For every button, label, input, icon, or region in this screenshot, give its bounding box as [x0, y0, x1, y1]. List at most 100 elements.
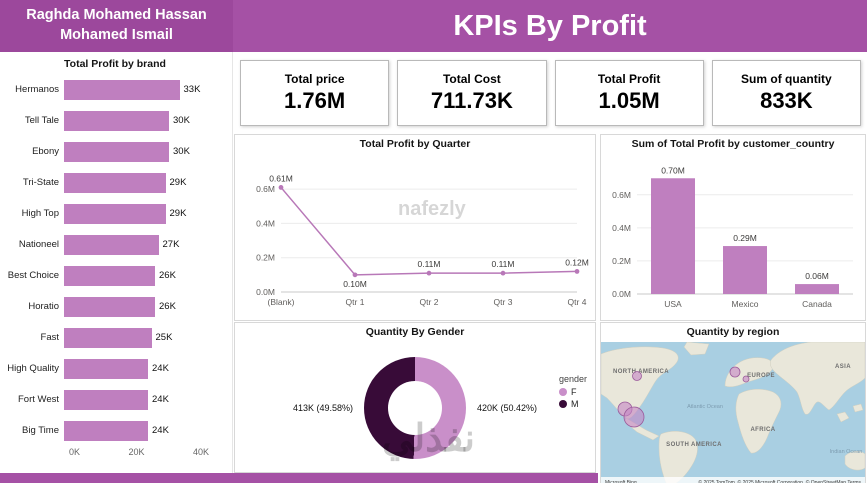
map-bubble[interactable] — [729, 366, 741, 378]
map-bubble[interactable] — [632, 371, 642, 381]
brand-bar[interactable] — [64, 141, 169, 162]
brand-bar-value: 24K — [152, 425, 169, 436]
svg-text:0.06M: 0.06M — [805, 271, 829, 281]
kpi-card[interactable]: Total price 1.76M — [240, 60, 390, 126]
brand-bar[interactable] — [64, 420, 148, 441]
page-title: KPIs By Profit — [453, 9, 647, 42]
svg-text:Canada: Canada — [802, 299, 832, 309]
brand-bar-row[interactable]: Hermanos 33K — [2, 74, 228, 105]
svg-text:(Blank): (Blank) — [268, 297, 295, 307]
country-chart-svg[interactable]: 0.6M 0.4M 0.2M 0.0M 0.70M USA 0.29M Mexico 0.06M… — [601, 154, 863, 320]
map-title: Quantity by region — [686, 326, 780, 338]
brand-bar-track: 25K — [64, 327, 204, 348]
brand-bar-row[interactable]: Big Time 24K — [2, 415, 228, 446]
gender-donut[interactable] — [364, 357, 466, 459]
brand-bar-row[interactable]: Best Choice 26K — [2, 260, 228, 291]
brand-bar-track: 26K — [64, 296, 204, 317]
brand-bar[interactable] — [64, 327, 152, 348]
brand-bar[interactable] — [64, 358, 148, 379]
kpi-card[interactable]: Total Cost 711.73K — [397, 60, 547, 126]
svg-text:0.4M: 0.4M — [612, 223, 631, 233]
brand-label: Ebony — [32, 146, 59, 157]
legend-item[interactable]: M — [558, 399, 587, 409]
svg-text:0.10M: 0.10M — [343, 279, 367, 289]
svg-text:0.6M: 0.6M — [256, 184, 275, 194]
kpi-value: 1.05M — [598, 88, 660, 113]
brand-chart-title: Total Profit by brand — [64, 58, 166, 70]
page-title-band: KPIs By Profit — [233, 0, 867, 52]
quantity-by-gender-panel: Quantity By Gender 413K (49.58%) 420K (5… — [234, 322, 596, 473]
map-label-south-america: SOUTH AMERICA — [666, 442, 722, 448]
brand-bar-track: 30K — [64, 110, 204, 131]
author-name-line2: Mohamed Ismail — [60, 27, 173, 43]
brand-label: Fort West — [18, 394, 59, 405]
donut-chart-title: Quantity By Gender — [365, 326, 465, 338]
brand-bar-value: 27K — [162, 239, 180, 250]
brand-bar[interactable] — [64, 234, 159, 255]
svg-text:0.0M: 0.0M — [256, 287, 275, 297]
svg-text:Mexico: Mexico — [732, 299, 759, 309]
brand-bar-value: 24K — [152, 363, 169, 374]
brand-bar-value: 26K — [159, 301, 176, 312]
brand-bar-value: 33K — [183, 84, 201, 95]
map-attribution-bar — [601, 477, 865, 483]
author-name-block: Raghda Mohamed Hassan Mohamed Ismail — [0, 0, 233, 52]
brand-bar[interactable] — [64, 265, 155, 286]
brand-bar[interactable] — [64, 389, 148, 410]
profit-by-quarter-panel: Total Profit by Quarter 0.6M 0.4M 0.2M 0.0M… — [234, 134, 596, 321]
brand-bar-track: 24K — [64, 358, 204, 379]
svg-text:0.2M: 0.2M — [256, 253, 275, 263]
svg-text:0.70M: 0.70M — [661, 165, 685, 175]
brand-axis-tick: 40K — [192, 447, 209, 457]
brand-bar-row[interactable]: Nationeel 27K — [2, 229, 228, 260]
author-name-line1: Raghda Mohamed Hassan — [26, 7, 207, 24]
legend-item[interactable]: F — [558, 387, 587, 397]
map-landmasses — [600, 341, 866, 483]
kpi-card[interactable]: Total Profit 1.05M — [554, 60, 704, 126]
line-chart-svg[interactable]: 0.6M 0.4M 0.2M 0.0M 0.61M 0.10M 0.11M 0.11M 0.12… — [235, 154, 595, 320]
brand-axis: 0K 20K 40K — [69, 447, 209, 457]
brand-bar-row[interactable]: Tri-State 29K — [2, 167, 228, 198]
svg-text:Qtr 1: Qtr 1 — [346, 297, 365, 307]
brand-bar-track: 27K — [64, 234, 204, 255]
brand-bar-row[interactable]: Ebony 30K — [2, 136, 228, 167]
brand-bar-track: 29K — [64, 203, 204, 224]
map-bubble[interactable] — [623, 406, 645, 428]
brand-bar-value: 29K — [169, 177, 187, 188]
brand-bar-row[interactable]: Fort West 24K — [2, 384, 228, 415]
brand-bar-row[interactable]: Horatio 26K — [2, 291, 228, 322]
svg-text:0.12M: 0.12M — [565, 257, 589, 267]
svg-text:0.0M: 0.0M — [612, 289, 631, 299]
brand-bar-row[interactable]: High Quality 24K — [2, 353, 228, 384]
map-label-asia: ASIA — [835, 364, 851, 370]
brand-bar[interactable] — [64, 296, 155, 317]
brand-bar[interactable] — [64, 110, 169, 131]
brand-bar-track: 24K — [64, 389, 204, 410]
map-bubble[interactable] — [742, 375, 750, 383]
brand-label: Tell Tale — [24, 115, 59, 126]
brand-bar[interactable] — [64, 203, 166, 224]
brand-label: Fast — [40, 332, 59, 343]
brand-bar-track: 26K — [64, 265, 204, 286]
svg-text:0.2M: 0.2M — [612, 256, 631, 266]
region-map[interactable]: NORTH AMERICA EUROPE ASIA SOUTH AMERICA … — [600, 341, 866, 483]
map-attribution[interactable]: © 2025 TomTom, © 2025 Microsoft Corporat… — [698, 479, 861, 483]
brand-bar[interactable] — [64, 79, 180, 100]
footer-accent-strip — [0, 473, 598, 483]
map-label-indian-ocean: Indian Ocean — [830, 449, 863, 455]
svg-text:Qtr 2: Qtr 2 — [420, 297, 439, 307]
brand-bar-row[interactable]: Fast 25K — [2, 322, 228, 353]
brand-bar[interactable] — [64, 172, 166, 193]
svg-text:0.11M: 0.11M — [492, 259, 515, 269]
brand-label: High Top — [21, 208, 59, 219]
kpi-card[interactable]: Sum of quantity 833K — [711, 60, 861, 126]
brand-bar-row[interactable]: High Top 29K — [2, 198, 228, 229]
bing-logo[interactable]: Microsoft Bing — [605, 480, 637, 483]
brand-bar-row[interactable]: Tell Tale 30K — [2, 105, 228, 136]
brand-label: Best Choice — [7, 270, 59, 281]
profit-by-country-panel: Sum of Total Profit by customer_country … — [600, 134, 866, 321]
brand-axis-tick: 20K — [128, 447, 145, 457]
line-chart-title: Total Profit by Quarter — [359, 138, 471, 150]
